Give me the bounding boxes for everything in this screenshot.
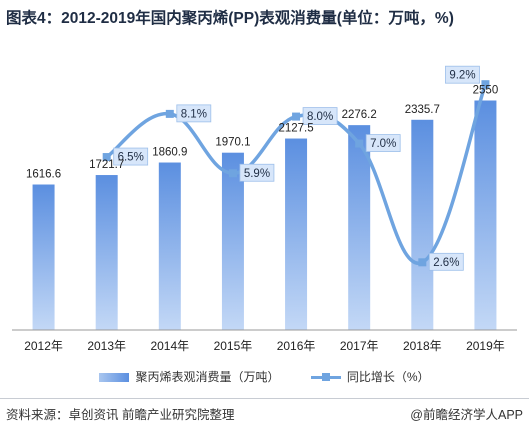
growth-point-6 [481, 80, 490, 89]
growth-label-box-4 [365, 134, 401, 152]
growth-point-0 [102, 153, 111, 162]
legend-line-swatch [310, 373, 341, 382]
growth-point-2 [228, 169, 237, 178]
bar-value-label-2: 1860.9 [152, 147, 187, 159]
footer-divider [0, 398, 529, 399]
chart-title: 图表4：2012-2019年国内聚丙烯(PP)表观消费量(单位：万吨，%) [6, 10, 454, 27]
source-note: 资料来源：卓创资讯 前瞻产业研究院整理 [6, 408, 235, 422]
growth-label-box-2 [239, 163, 275, 182]
x-tick-label-5: 2017年 [340, 339, 379, 353]
x-tick-label-7: 2019年 [466, 339, 505, 353]
legend-line: 同比增长（%） [310, 368, 430, 385]
bar-value-label-6: 2335.7 [405, 104, 440, 116]
bar-0 [32, 184, 55, 330]
growth-label-2: 5.9% [244, 168, 270, 180]
bar-6 [411, 119, 434, 330]
bar-4 [285, 138, 308, 330]
legend-bar: 聚丙烯表观消费量（万吨） [99, 368, 280, 385]
bar-value-label-1: 1721.7 [89, 159, 124, 171]
growth-point-4 [355, 139, 364, 148]
growth-label-4: 7.0% [370, 138, 396, 150]
growth-label-box-5 [428, 252, 464, 271]
growth-label-0: 6.5% [118, 152, 144, 164]
growth-label-box-3 [302, 107, 338, 125]
legend-bar-label: 聚丙烯表观消费量（万吨） [135, 370, 280, 384]
growth-point-5 [418, 258, 427, 267]
x-tick-label-3: 2015年 [214, 339, 253, 353]
bar-3 [221, 152, 244, 330]
x-tick-label-1: 2013年 [87, 339, 126, 353]
bar-value-label-0: 1616.6 [26, 169, 61, 181]
growth-label-1: 8.1% [181, 108, 207, 120]
growth-point-1 [165, 109, 174, 118]
legend: 聚丙烯表观消费量（万吨） 同比增长（%） [0, 368, 529, 385]
legend-line-label: 同比增长（%） [346, 370, 430, 384]
bar-7 [474, 100, 497, 330]
bar-value-label-5: 2276.2 [342, 109, 377, 121]
bar-1 [95, 175, 118, 330]
data-labels: 1616.6 1721.7 1860.9 1970.1 2127.5 2276.2 2335… [26, 85, 498, 181]
growth-point-3 [292, 112, 301, 121]
bar-value-label-3: 1970.1 [215, 137, 250, 149]
legend-bar-swatch [99, 373, 130, 383]
growth-label-box-6 [445, 65, 480, 84]
x-tick-label-6: 2018年 [403, 339, 442, 353]
growth-label-5: 2.6% [433, 257, 459, 269]
bar-2 [158, 162, 181, 330]
growth-label-6: 9.2% [449, 70, 475, 82]
brand-credit: @前瞻经济学人APP [410, 408, 523, 422]
bar-5 [348, 125, 371, 330]
bar-series [32, 100, 497, 330]
line-series: 6.5% 8.1% 5.9% 8.0% 7.0% 2.6% 9.2% [102, 65, 490, 271]
growth-label-3: 8.0% [307, 111, 333, 123]
growth-label-box-0 [113, 147, 149, 166]
x-tick-label-0: 2012年 [24, 339, 63, 353]
bar-value-label-4: 2127.5 [278, 123, 313, 135]
bar-value-label-7: 2550 [473, 85, 499, 97]
x-axis: 2012年 2013年 2014年 2015年 2016年 2017年 2018年 2019年 [12, 329, 517, 353]
growth-label-box-1 [176, 104, 212, 123]
x-tick-label-2: 2014年 [150, 339, 189, 353]
x-tick-label-4: 2016年 [277, 339, 316, 353]
